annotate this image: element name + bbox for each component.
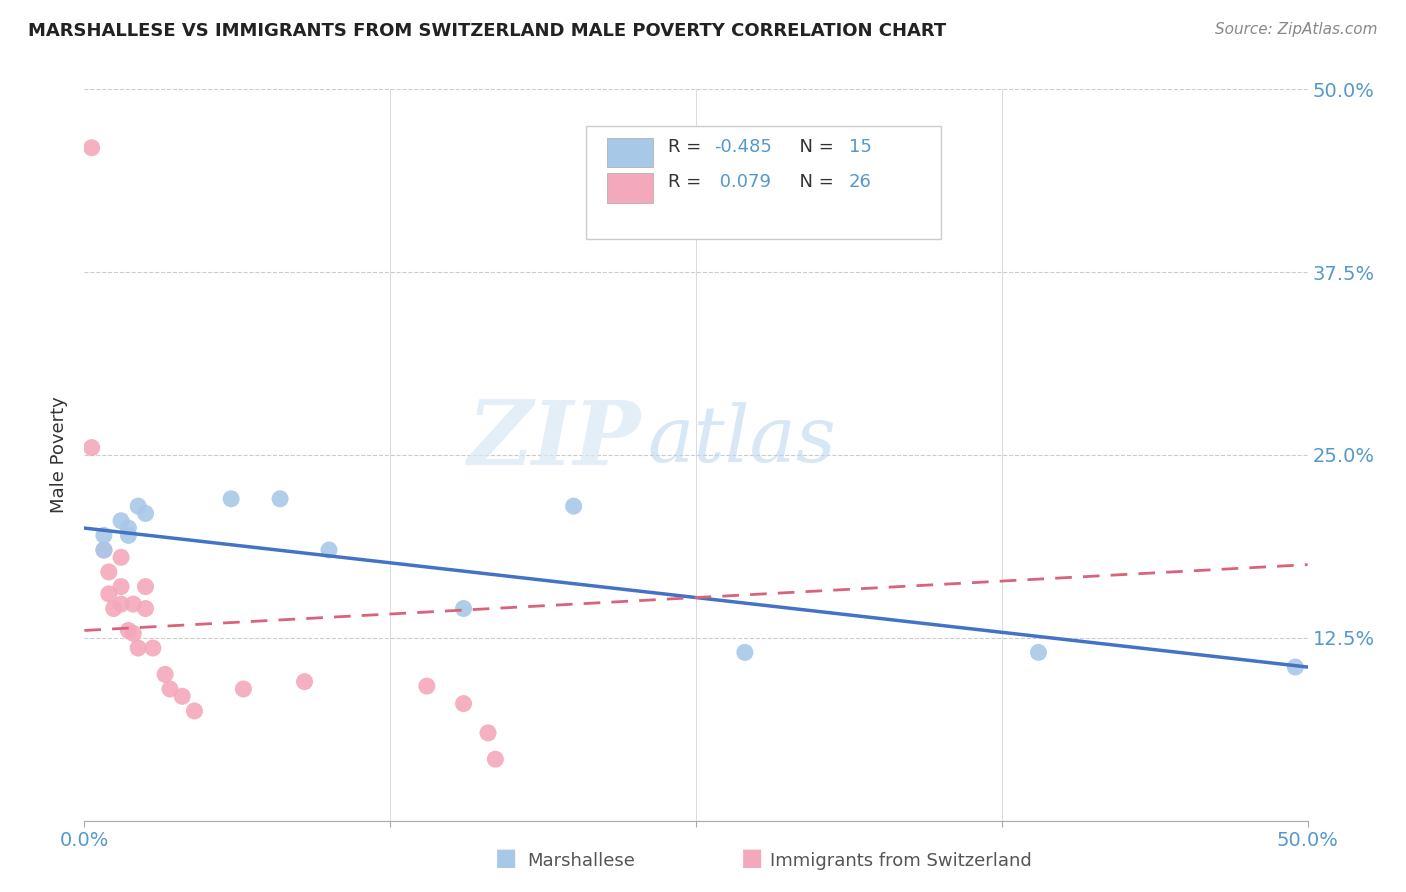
Point — [110, 597, 132, 611]
Point — [183, 704, 205, 718]
Text: atlas: atlas — [647, 402, 835, 478]
FancyBboxPatch shape — [586, 126, 941, 239]
Point — [484, 752, 506, 766]
FancyBboxPatch shape — [606, 138, 654, 168]
Text: 26: 26 — [849, 173, 872, 191]
Point — [153, 667, 176, 681]
Text: Marshallese: Marshallese — [527, 852, 636, 870]
Point — [117, 521, 139, 535]
Text: ZIP: ZIP — [468, 397, 641, 483]
Point — [110, 514, 132, 528]
Point — [1028, 645, 1050, 659]
Text: R =: R = — [668, 173, 707, 191]
Point — [97, 587, 120, 601]
Point — [172, 690, 194, 704]
Point — [453, 697, 475, 711]
Point — [453, 601, 475, 615]
Point — [477, 726, 499, 740]
Point — [135, 580, 157, 594]
Text: 15: 15 — [849, 138, 872, 156]
Point — [97, 565, 120, 579]
Text: -0.485: -0.485 — [714, 138, 772, 156]
Text: N =: N = — [787, 173, 839, 191]
FancyBboxPatch shape — [606, 173, 654, 202]
Point — [103, 601, 125, 615]
Point — [110, 550, 132, 565]
Point — [562, 499, 585, 513]
Point — [294, 674, 316, 689]
Point — [416, 679, 439, 693]
Text: Immigrants from Switzerland: Immigrants from Switzerland — [770, 852, 1032, 870]
Point — [93, 543, 115, 558]
Point — [110, 580, 132, 594]
Text: ■: ■ — [495, 846, 517, 870]
Text: ■: ■ — [741, 846, 763, 870]
Text: R =: R = — [668, 138, 707, 156]
Text: N =: N = — [787, 138, 839, 156]
Point — [122, 626, 145, 640]
Point — [127, 499, 149, 513]
Y-axis label: Male Poverty: Male Poverty — [51, 397, 69, 513]
Text: 0.079: 0.079 — [714, 173, 772, 191]
Point — [80, 141, 103, 155]
Point — [734, 645, 756, 659]
Point — [1284, 660, 1306, 674]
Point — [142, 640, 165, 655]
Point — [232, 681, 254, 696]
Point — [127, 640, 149, 655]
Point — [318, 543, 340, 558]
Point — [122, 597, 145, 611]
Point — [135, 601, 157, 615]
Point — [93, 528, 115, 542]
Point — [117, 528, 139, 542]
Point — [93, 543, 115, 558]
Point — [117, 624, 139, 638]
Text: Source: ZipAtlas.com: Source: ZipAtlas.com — [1215, 22, 1378, 37]
Point — [135, 507, 157, 521]
Text: MARSHALLESE VS IMMIGRANTS FROM SWITZERLAND MALE POVERTY CORRELATION CHART: MARSHALLESE VS IMMIGRANTS FROM SWITZERLA… — [28, 22, 946, 40]
Point — [269, 491, 291, 506]
Point — [80, 441, 103, 455]
Point — [219, 491, 242, 506]
Point — [159, 681, 181, 696]
